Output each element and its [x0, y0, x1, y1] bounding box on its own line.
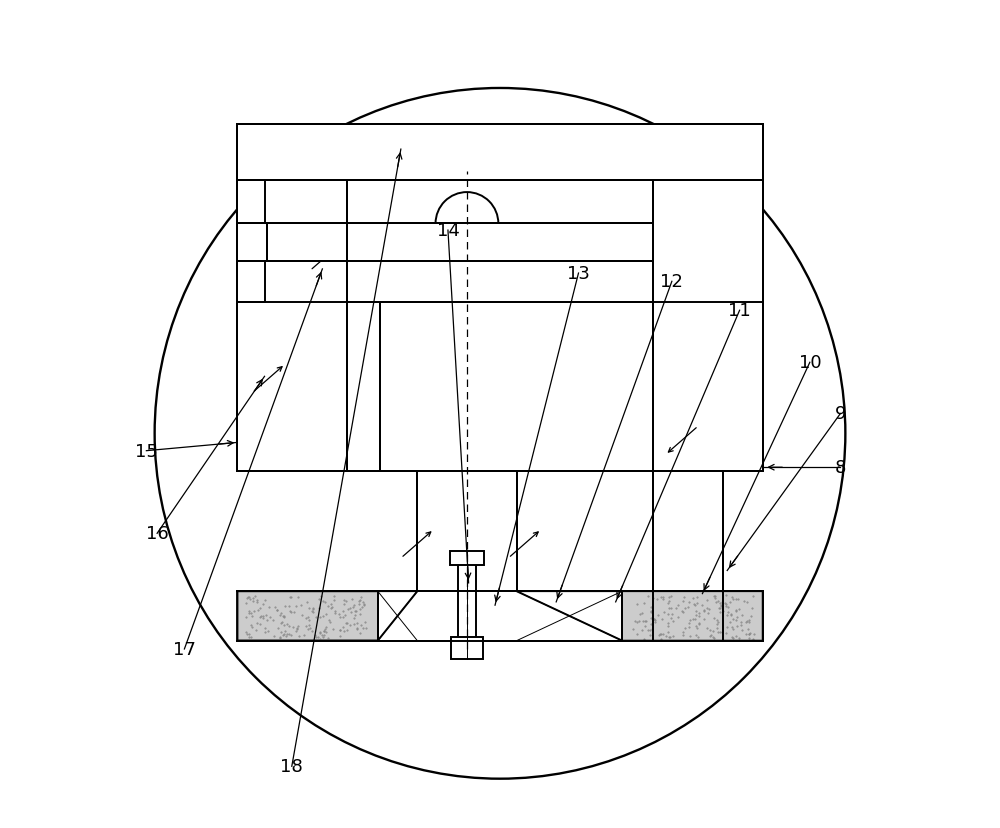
Bar	[451, 637, 483, 659]
Bar	[347, 302, 653, 472]
Bar	[653, 181, 763, 472]
Bar	[653, 472, 723, 641]
Text: 12: 12	[660, 273, 683, 291]
Text: 10: 10	[799, 354, 821, 372]
Bar	[237, 224, 267, 262]
Text: 14: 14	[437, 222, 459, 240]
Text: 15: 15	[135, 442, 158, 460]
Bar	[237, 125, 763, 181]
Bar	[347, 302, 653, 472]
Bar	[653, 472, 723, 641]
Bar	[347, 302, 380, 472]
Bar	[653, 181, 763, 472]
Bar	[347, 181, 653, 302]
Bar	[378, 591, 622, 641]
Text: 16: 16	[146, 525, 168, 542]
Text: 13: 13	[567, 265, 590, 282]
Bar	[347, 302, 380, 472]
Polygon shape	[237, 591, 417, 641]
Bar	[417, 472, 517, 591]
Text: 17: 17	[173, 640, 196, 658]
Text: 18: 18	[280, 758, 303, 775]
Bar	[267, 224, 653, 262]
Text: 8: 8	[835, 459, 846, 477]
Bar	[237, 181, 347, 472]
Polygon shape	[517, 591, 763, 641]
Bar	[237, 181, 265, 302]
Bar	[458, 560, 476, 641]
Text: 11: 11	[728, 302, 751, 320]
Bar	[237, 181, 347, 472]
Bar	[347, 181, 653, 302]
Bar	[417, 472, 517, 591]
Bar	[450, 551, 484, 565]
Bar	[237, 125, 763, 181]
Bar	[378, 591, 622, 641]
Text: 9: 9	[835, 405, 846, 423]
Bar	[237, 224, 267, 262]
Bar	[267, 224, 653, 262]
